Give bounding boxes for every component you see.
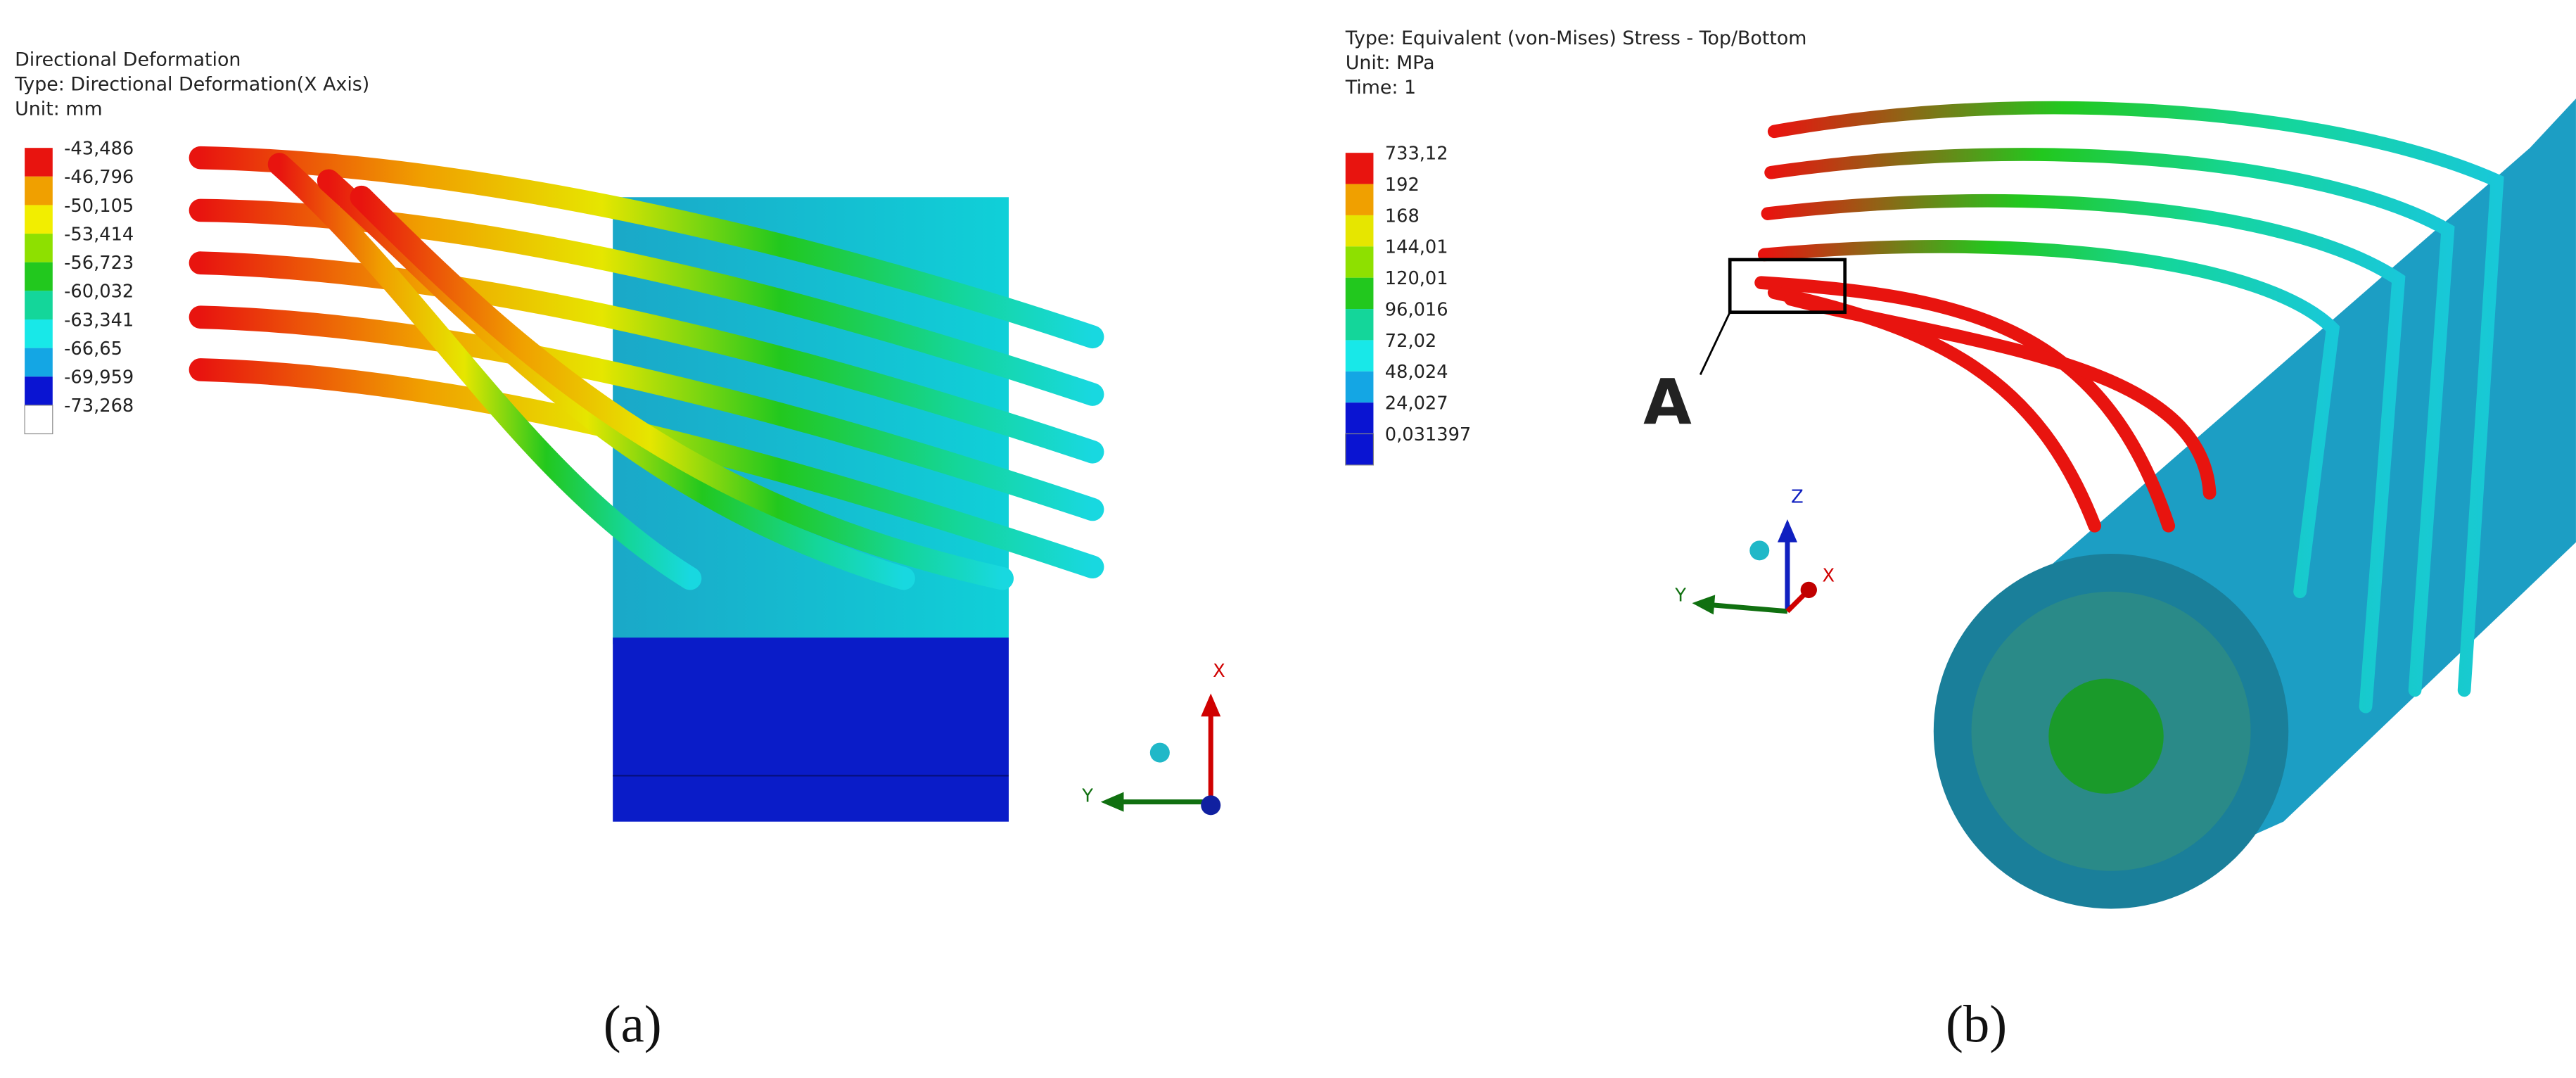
legend-swatch — [1345, 153, 1374, 184]
legend-label: -50,105 — [64, 196, 134, 217]
legend-swatch — [25, 348, 53, 377]
legend-label: -73,268 — [64, 395, 134, 417]
model-b: A — [1643, 99, 2576, 909]
legend-swatch — [1345, 277, 1374, 310]
legend-label: -46,796 — [64, 167, 134, 188]
tube — [1754, 276, 2176, 533]
arrow-head — [1777, 519, 1797, 543]
tube — [267, 153, 702, 590]
tube — [1764, 148, 2455, 697]
callout-box — [1728, 258, 1847, 315]
header-line: Unit: mm — [15, 98, 103, 120]
legend-label: -63,341 — [64, 310, 134, 331]
legend-swatch — [25, 262, 53, 291]
legend-swatch — [1345, 184, 1374, 215]
legend-swatch — [25, 319, 53, 348]
arrow-head — [1800, 581, 1817, 599]
header-line: Type: Equivalent (von-Mises) Stress - To… — [1345, 27, 1807, 49]
legend-swatch — [25, 205, 53, 234]
tube — [189, 305, 1104, 521]
tube — [1761, 194, 2406, 714]
legend-label: -53,414 — [64, 224, 134, 245]
legends: Directional Deformation Type: Directional… — [14, 27, 1807, 466]
legend-label: 144,01 — [1385, 237, 1448, 258]
tubes-b — [1754, 101, 2504, 714]
y-axis-arrow — [1708, 602, 1788, 614]
legend-label: 96,016 — [1385, 299, 1448, 320]
tube — [1784, 292, 2217, 500]
axis-label: Y — [1674, 585, 1686, 607]
legend-swatch — [1345, 246, 1374, 278]
legend-swatch — [24, 405, 53, 435]
header-line: Unit: MPa — [1346, 52, 1435, 74]
legend-swatch — [1345, 402, 1374, 434]
legend-label: -69,959 — [64, 367, 134, 388]
legend-label: -43,486 — [64, 139, 134, 160]
legend-label: 733,12 — [1385, 144, 1448, 165]
legend-swatch — [25, 376, 53, 405]
header-line: Time: 1 — [1345, 77, 1416, 99]
legend-label: 24,027 — [1385, 393, 1448, 414]
axis-label: Y — [1081, 786, 1093, 807]
caption: (a) — [604, 996, 662, 1054]
legend-label: 192 — [1385, 175, 1420, 196]
arrow-head — [1201, 693, 1221, 717]
legend-label: 120,01 — [1385, 268, 1448, 289]
legend-label: 0,031397 — [1385, 424, 1471, 445]
legend-label: -60,032 — [64, 281, 134, 303]
pipe-core — [2048, 678, 2164, 794]
caption: (b) — [1946, 996, 2007, 1054]
legend-swatch — [1345, 340, 1374, 372]
callout-label: A — [1643, 367, 1692, 439]
axis-label: X — [1213, 661, 1225, 682]
view-ball — [1149, 742, 1170, 763]
tubes-a — [189, 146, 1104, 590]
cylinder-lower — [613, 638, 1009, 822]
tube — [189, 251, 1104, 464]
tube — [189, 146, 1104, 349]
triad-a: X Y — [1081, 661, 1225, 816]
triad-b: Z Y X — [1674, 487, 1835, 615]
legend-swatch — [25, 148, 53, 177]
legend-swatch — [1345, 215, 1374, 247]
legend-swatch — [1345, 309, 1374, 341]
legend-label: 168 — [1385, 205, 1420, 227]
legend-swatch — [1345, 371, 1374, 403]
tube — [1767, 101, 2504, 697]
legend-swatch — [1345, 433, 1375, 466]
axis-label: Z — [1791, 487, 1804, 508]
legend-label: -56,723 — [64, 253, 134, 274]
arrow-head — [1692, 595, 1716, 615]
legend-swatch — [25, 176, 53, 205]
legend-label: 72,02 — [1385, 331, 1437, 352]
header-line: Directional Deformation — [15, 49, 241, 70]
arrow-head — [1100, 792, 1124, 812]
legend-swatch — [25, 291, 53, 319]
origin — [1201, 795, 1221, 816]
legend-swatch — [25, 234, 53, 262]
header-line: Type: Directional Deformation(X Axis) — [14, 73, 369, 95]
tube — [350, 185, 1014, 590]
axis-label: X — [1823, 566, 1835, 587]
tube — [1757, 240, 2340, 599]
callout-line — [1699, 312, 1731, 376]
legend-label: 48,024 — [1385, 362, 1448, 383]
view-ball — [1749, 540, 1770, 561]
legend-label: -66,65 — [64, 338, 122, 360]
model-a — [189, 146, 1104, 822]
